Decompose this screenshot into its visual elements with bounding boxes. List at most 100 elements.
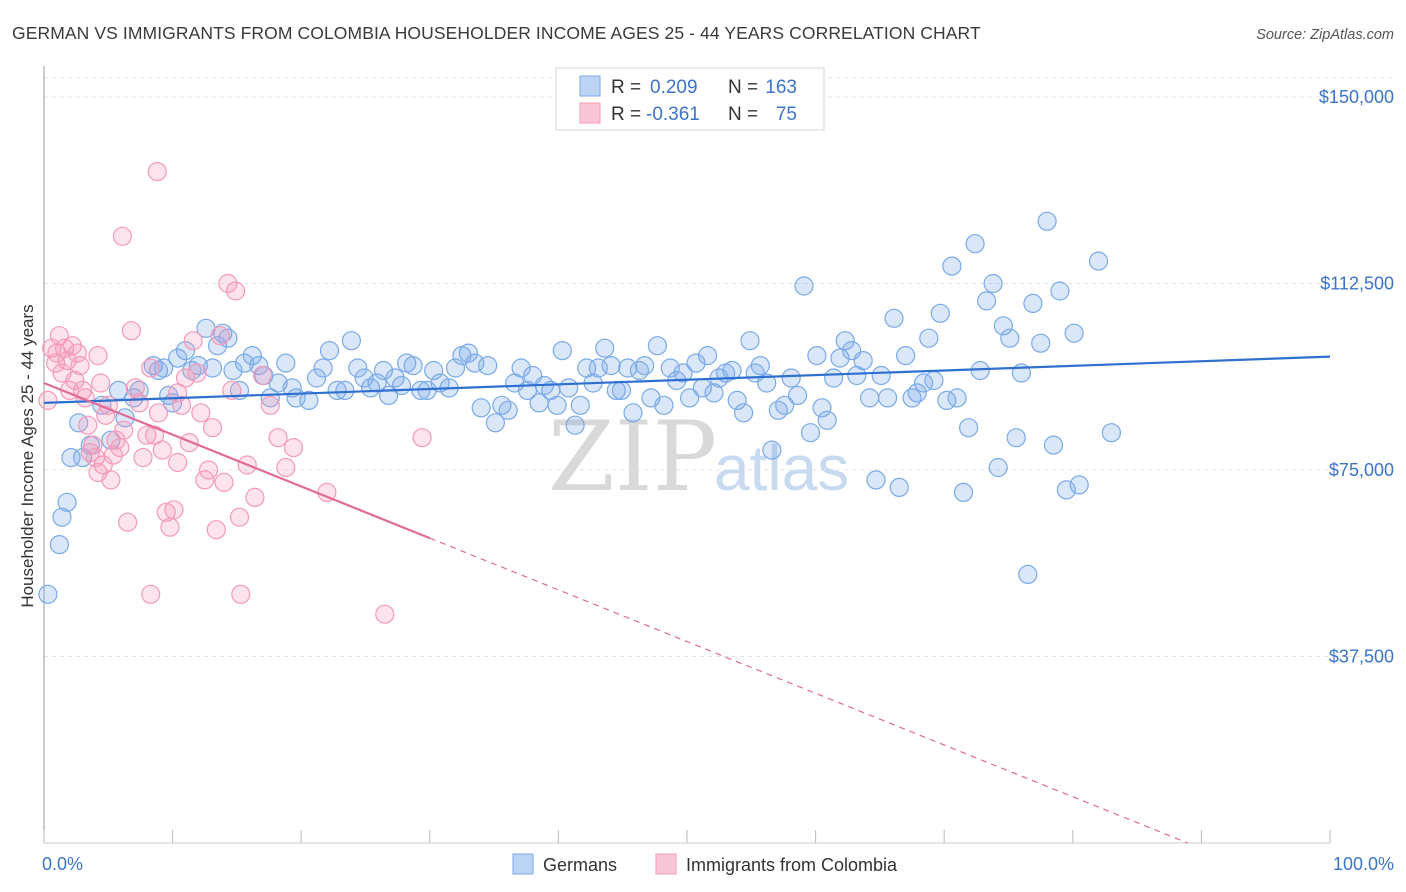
germans-point-153 [1000,328,1020,348]
series-legend: Germans Immigrants from Colombia [512,853,898,875]
colombia-point-67 [375,604,395,624]
colombia-point-17 [83,435,103,455]
colombia-point-35 [141,358,161,378]
colombia-point-30 [121,321,141,341]
germans-point-162 [1056,480,1077,500]
colombia-point-74 [88,346,108,366]
germans-point-111 [750,356,770,376]
germans-point-158 [1031,333,1051,353]
germans-point-81 [570,395,590,415]
legend-n-value-colombia: 75 [776,104,797,125]
germans-point-63 [458,343,478,363]
colombia-point-48 [191,403,211,423]
colombia-point-72 [231,584,251,604]
colombia-point-28 [114,420,134,440]
germans-point-40 [307,368,327,388]
germans-point-129 [859,388,880,408]
germans-point-98 [673,363,693,383]
germans-point-27 [218,328,238,348]
colombia-point-52 [206,520,226,540]
colombia-point-71 [147,162,167,182]
germans-point-52 [385,368,405,388]
germans-point-160 [1043,435,1064,455]
germans-point-49 [367,373,387,393]
germans-point-53 [391,375,412,396]
colombia-point-41 [164,500,184,520]
legend-r-value-colombia: -0.361 [646,104,700,125]
colombia-point-11 [67,343,88,363]
germans-trend-line [43,355,1331,404]
colombia-point-61 [253,365,273,386]
bottom-legend-label-germans: Germans [543,855,617,875]
germans-point-135 [895,346,916,366]
germans-point-46 [348,358,368,378]
watermark-atlas: atlas [714,432,849,504]
germans-point-131 [871,365,891,386]
germans-point-94 [647,336,668,356]
series-germans-points [38,211,1122,604]
germans-point-45 [341,331,361,351]
colombia-trend-line [43,381,431,540]
colombia-point-46 [183,331,203,351]
germans-point-147 [965,234,985,254]
germans-point-125 [835,331,855,351]
germans-point-35 [268,373,288,393]
germans-point-78 [552,341,572,361]
colombia-point-29 [117,512,138,532]
germans-point-48 [361,378,381,398]
germans-point-152 [993,316,1014,336]
legend-n-label-germans: N = [728,77,758,98]
germans-point-96 [660,358,680,378]
colombia-point-12 [70,356,90,376]
germans-point-166 [1101,423,1122,443]
germans-point-58 [424,360,444,381]
colombia-point-57 [226,281,246,301]
germans-point-137 [907,383,927,403]
germans-point-15 [148,360,169,381]
germans-point-44 [335,380,355,400]
germans-point-89 [618,358,638,378]
germans-point-123 [823,368,844,388]
colombia-point-38 [152,440,172,460]
germans-point-79 [559,378,579,398]
germans-point-115 [775,395,795,415]
colombia-point-47 [187,363,207,383]
germans-point-69 [498,400,518,420]
colombia-point-54 [214,472,234,492]
germans-point-34 [260,388,280,408]
colombia-point-70 [112,226,133,246]
germans-point-90 [623,403,643,423]
germans-point-144 [947,388,967,408]
germans-point-163 [1064,323,1084,343]
colombia-point-58 [229,507,250,527]
germans-point-39 [299,390,319,410]
germans-point-22 [188,356,208,376]
colombia-point-45 [179,433,199,453]
germans-point-99 [679,388,700,408]
germans-point-133 [884,308,904,328]
germans-point-43 [327,380,347,400]
germans-point-86 [601,356,621,376]
colombia-point-51 [202,418,223,438]
germans-point-164 [1069,475,1089,495]
germans-point-128 [853,351,873,371]
x-axis-ticks [43,830,1331,843]
germans-point-80 [565,415,585,435]
colombia-point-2 [45,353,66,373]
germans-point-113 [762,440,782,460]
germans-point-149 [976,291,997,311]
legend-n-label-colombia: N = [728,104,758,125]
colombia-point-42 [168,452,188,473]
colombia-point-68 [412,428,432,448]
germans-point-151 [988,457,1008,478]
germans-point-140 [924,370,944,391]
germans-point-32 [249,356,269,376]
germans-point-145 [953,482,974,502]
germans-point-100 [686,353,706,373]
bottom-legend-swatch-germans [512,853,534,875]
colombia-point-32 [129,393,149,413]
germans-point-19 [168,348,188,368]
germans-point-37 [282,378,302,398]
colombia-point-49 [195,470,215,490]
